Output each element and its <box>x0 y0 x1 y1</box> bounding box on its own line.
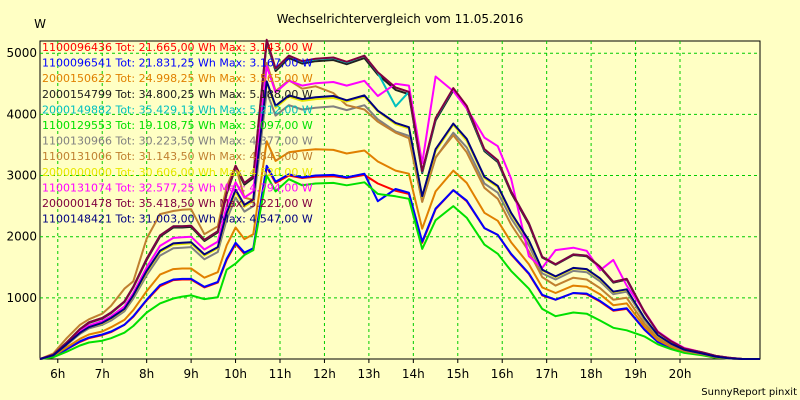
legend-entry-2000150622: 2000150622 Tot: 24.998,25 Wh Max: 3.565,… <box>42 72 313 85</box>
x-tick-label: 19h <box>624 367 647 381</box>
x-tick-label: 11h <box>269 367 292 381</box>
legend-entry-2000154799: 2000154799 Tot: 34.800,25 Wh Max: 5.188,… <box>42 88 313 101</box>
tick-label-layer: 6h 7h 8h 9h 10h 11h 12h 13h 14h 15h 16h 17h 18h 19h 20… <box>6 46 691 381</box>
x-tick-label: 9h <box>183 367 198 381</box>
series-line-1100129553 <box>39 174 760 360</box>
x-tick-label: 14h <box>402 367 425 381</box>
series-layer <box>39 38 760 360</box>
legend-entry-1100096436: 1100096436 Tot: 21.665,00 Wh Max: 3.143,… <box>42 41 313 54</box>
chart-title: Wechselrichtervergleich vom 11.05.2016 <box>277 12 524 26</box>
x-tick-label: 12h <box>313 367 336 381</box>
legend-entry-1100129553: 1100129553 Tot: 19.108,75 Wh Max: 3.097,… <box>42 119 313 132</box>
legend-entry-2000001478: 2000001478 Tot: 35.418,50 Wh Max: 5.221,… <box>42 197 313 210</box>
y-tick-label: 5000 <box>6 46 37 60</box>
series-line-1100131006 <box>39 62 760 360</box>
x-tick-label: 17h <box>535 367 558 381</box>
y-tick-label: 3000 <box>6 169 37 183</box>
x-tick-label: 15h <box>446 367 469 381</box>
series-line-2000150622 <box>39 140 760 360</box>
y-tick-label: 4000 <box>6 107 37 121</box>
x-tick-label: 16h <box>491 367 514 381</box>
x-tick-label: 13h <box>357 367 380 381</box>
x-tick-label: 20h <box>669 367 692 381</box>
x-tick-label: 10h <box>224 367 247 381</box>
series-line-1100131074 <box>39 65 760 360</box>
x-tick-label: 8h <box>139 367 154 381</box>
x-tick-label: 7h <box>95 367 110 381</box>
legend-entry-2000000000: 2000000000 Tot: 30.606,00 Wh Max: 4.520,… <box>42 166 313 179</box>
y-tick-label: 1000 <box>6 291 37 305</box>
legend-entry-1100131074: 1100131074 Tot: 32.577,25 Wh Max: 4.794,… <box>42 181 313 194</box>
x-tick-label: 6h <box>50 367 65 381</box>
legend-entry-1100096541: 1100096541 Tot: 21.831,25 Wh Max: 3.167,… <box>42 57 313 70</box>
series-line-1100096541 <box>39 164 760 360</box>
y-axis-unit-label: W <box>34 17 46 31</box>
legend-entry-1100131006: 1100131006 Tot: 31.143,50 Wh Max: 4.843,… <box>42 150 313 163</box>
series-line-1100148421 <box>39 80 760 360</box>
legend: 1100096436 Tot: 21.665,00 Wh Max: 3.143,… <box>42 41 313 226</box>
y-tick-label: 2000 <box>6 230 37 244</box>
footer-credit: SunnyReport pinxit <box>701 387 797 398</box>
x-tick-label: 18h <box>580 367 603 381</box>
legend-entry-1100130966: 1100130966 Tot: 30.223,50 Wh Max: 4.377,… <box>42 135 313 148</box>
series-line-2000001478 <box>39 38 760 360</box>
legend-entry-1100148421: 1100148421 Tot: 31.003,00 Wh Max: 4.547,… <box>42 213 313 226</box>
legend-entry-2000149882: 2000149882 Tot: 35.429,13 Wh Max: 5.212,… <box>42 103 313 116</box>
